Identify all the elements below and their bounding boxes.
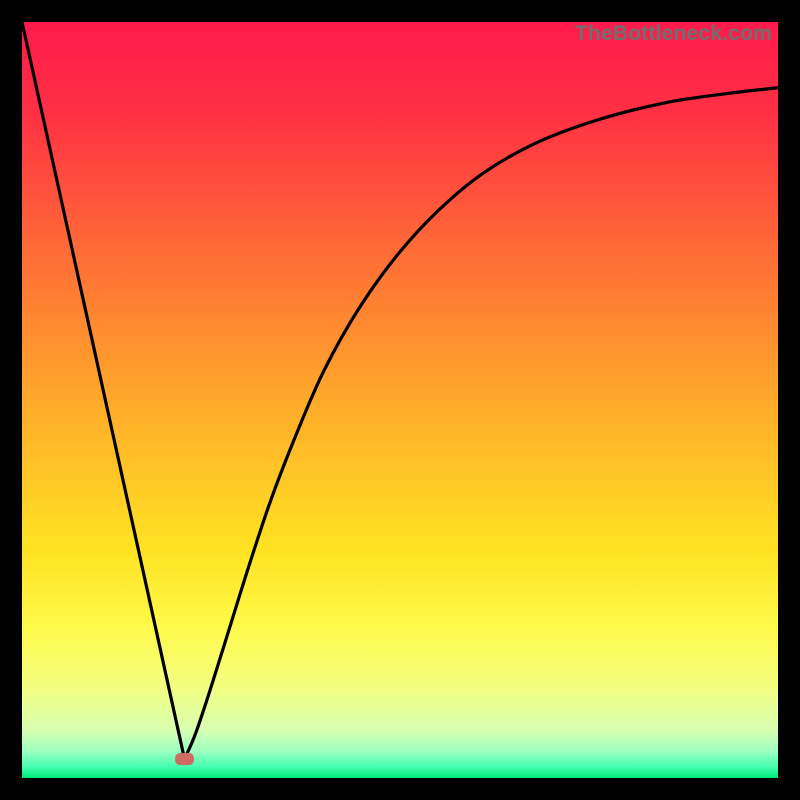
bottleneck-figure: TheBottleneck.com xyxy=(0,0,800,800)
plot-area: TheBottleneck.com xyxy=(22,22,778,778)
bottleneck-curve xyxy=(22,22,778,759)
curve-layer xyxy=(22,22,778,778)
watermark-text: TheBottleneck.com xyxy=(575,22,772,46)
minimum-marker xyxy=(175,753,194,765)
